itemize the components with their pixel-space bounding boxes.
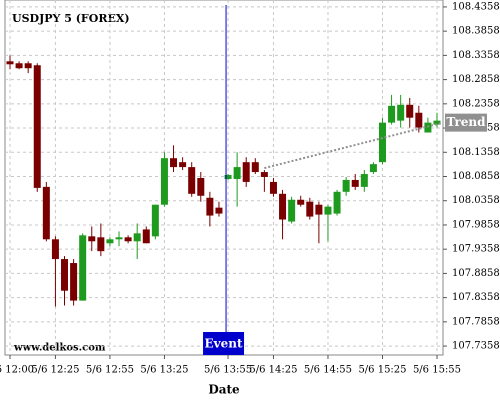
candle-body bbox=[115, 237, 123, 240]
candle-body bbox=[388, 105, 396, 123]
x-tick-label: 5/6 13:55 bbox=[204, 365, 252, 376]
y-tick-label: 107.7858 bbox=[452, 316, 500, 327]
x-tick-label: 5/6 12:55 bbox=[86, 365, 134, 376]
candle-body bbox=[406, 104, 414, 118]
x-tick-label: 5/6 12:00 bbox=[0, 365, 34, 376]
candle-body bbox=[106, 239, 114, 244]
candle-body bbox=[6, 61, 14, 65]
y-tick-label: 107.9858 bbox=[452, 219, 500, 230]
candle-body bbox=[378, 122, 386, 163]
candle-body bbox=[369, 164, 377, 173]
candle-body bbox=[160, 158, 168, 205]
x-tick-label: 5/6 15:55 bbox=[413, 365, 461, 376]
y-tick-label: 108.4358 bbox=[452, 1, 500, 12]
x-axis-label: Date bbox=[208, 383, 240, 397]
y-tick-label: 108.1358 bbox=[452, 147, 500, 158]
y-tick-label: 107.8358 bbox=[452, 292, 500, 303]
candle-body bbox=[251, 162, 259, 173]
y-tick-label: 107.7358 bbox=[452, 341, 500, 352]
candle-body bbox=[260, 172, 268, 177]
candle-body bbox=[42, 186, 50, 240]
candle-body bbox=[61, 259, 69, 291]
candle-body bbox=[188, 167, 196, 194]
watermark: www.delkos.com bbox=[13, 343, 106, 354]
candle-body bbox=[433, 120, 441, 125]
candle-body bbox=[88, 236, 96, 242]
candle-body bbox=[197, 178, 205, 196]
candle-body bbox=[51, 239, 59, 260]
candle-body bbox=[360, 174, 368, 187]
candle-body bbox=[415, 112, 423, 128]
x-tick-label: 5/6 15:25 bbox=[358, 365, 406, 376]
y-tick-label: 108.2858 bbox=[452, 74, 500, 85]
trend-line bbox=[264, 121, 444, 170]
candle-body bbox=[215, 207, 223, 214]
candle-body bbox=[315, 204, 323, 215]
y-tick-label: 108.3858 bbox=[452, 26, 500, 37]
x-tick-label: 5/6 14:55 bbox=[304, 365, 352, 376]
candle-body bbox=[142, 229, 150, 244]
candle-body bbox=[179, 162, 187, 168]
y-tick-label: 108.0858 bbox=[452, 171, 500, 182]
candle-body bbox=[124, 237, 132, 242]
candle-body bbox=[170, 158, 178, 168]
y-tick-label: 108.0358 bbox=[452, 195, 500, 206]
event-label-box bbox=[203, 332, 245, 355]
event-label: Event bbox=[205, 337, 243, 351]
candle-body bbox=[79, 235, 87, 301]
x-tick-label: 5/6 14:25 bbox=[249, 365, 297, 376]
x-tick-label: 5/6 13:25 bbox=[140, 365, 188, 376]
candle-body bbox=[279, 193, 287, 220]
plot-frame bbox=[4, 0, 444, 356]
candle-body bbox=[15, 63, 23, 69]
candle-body bbox=[151, 204, 159, 237]
candle-body bbox=[233, 167, 241, 179]
y-tick-label: 107.8858 bbox=[452, 268, 500, 279]
candle-body bbox=[133, 233, 141, 242]
candle-body bbox=[206, 197, 214, 216]
candle-body bbox=[70, 263, 78, 301]
candle-body bbox=[297, 199, 305, 205]
candle-body bbox=[424, 122, 432, 133]
trend-label: Trend bbox=[446, 115, 486, 129]
candle-body bbox=[342, 179, 350, 192]
candle-body bbox=[224, 175, 232, 179]
candle-body bbox=[269, 181, 277, 194]
y-tick-label: 108.3358 bbox=[452, 50, 500, 61]
candle-body bbox=[397, 104, 405, 121]
candle-body bbox=[351, 179, 359, 187]
candle-body bbox=[97, 237, 105, 252]
candle-body bbox=[324, 206, 332, 215]
y-tick-label: 107.9358 bbox=[452, 244, 500, 255]
candle-body bbox=[242, 162, 250, 182]
candle-body bbox=[288, 199, 296, 222]
chart-title: USDJPY 5 (FOREX) bbox=[12, 12, 130, 25]
candle-body bbox=[306, 201, 314, 217]
x-tick-label: 5/6 12:25 bbox=[31, 365, 79, 376]
trend-label-box bbox=[445, 113, 487, 132]
candle-body bbox=[333, 191, 341, 214]
candle-body bbox=[24, 63, 32, 69]
y-tick-label: 108.2358 bbox=[452, 98, 500, 109]
candle-body bbox=[33, 65, 41, 188]
